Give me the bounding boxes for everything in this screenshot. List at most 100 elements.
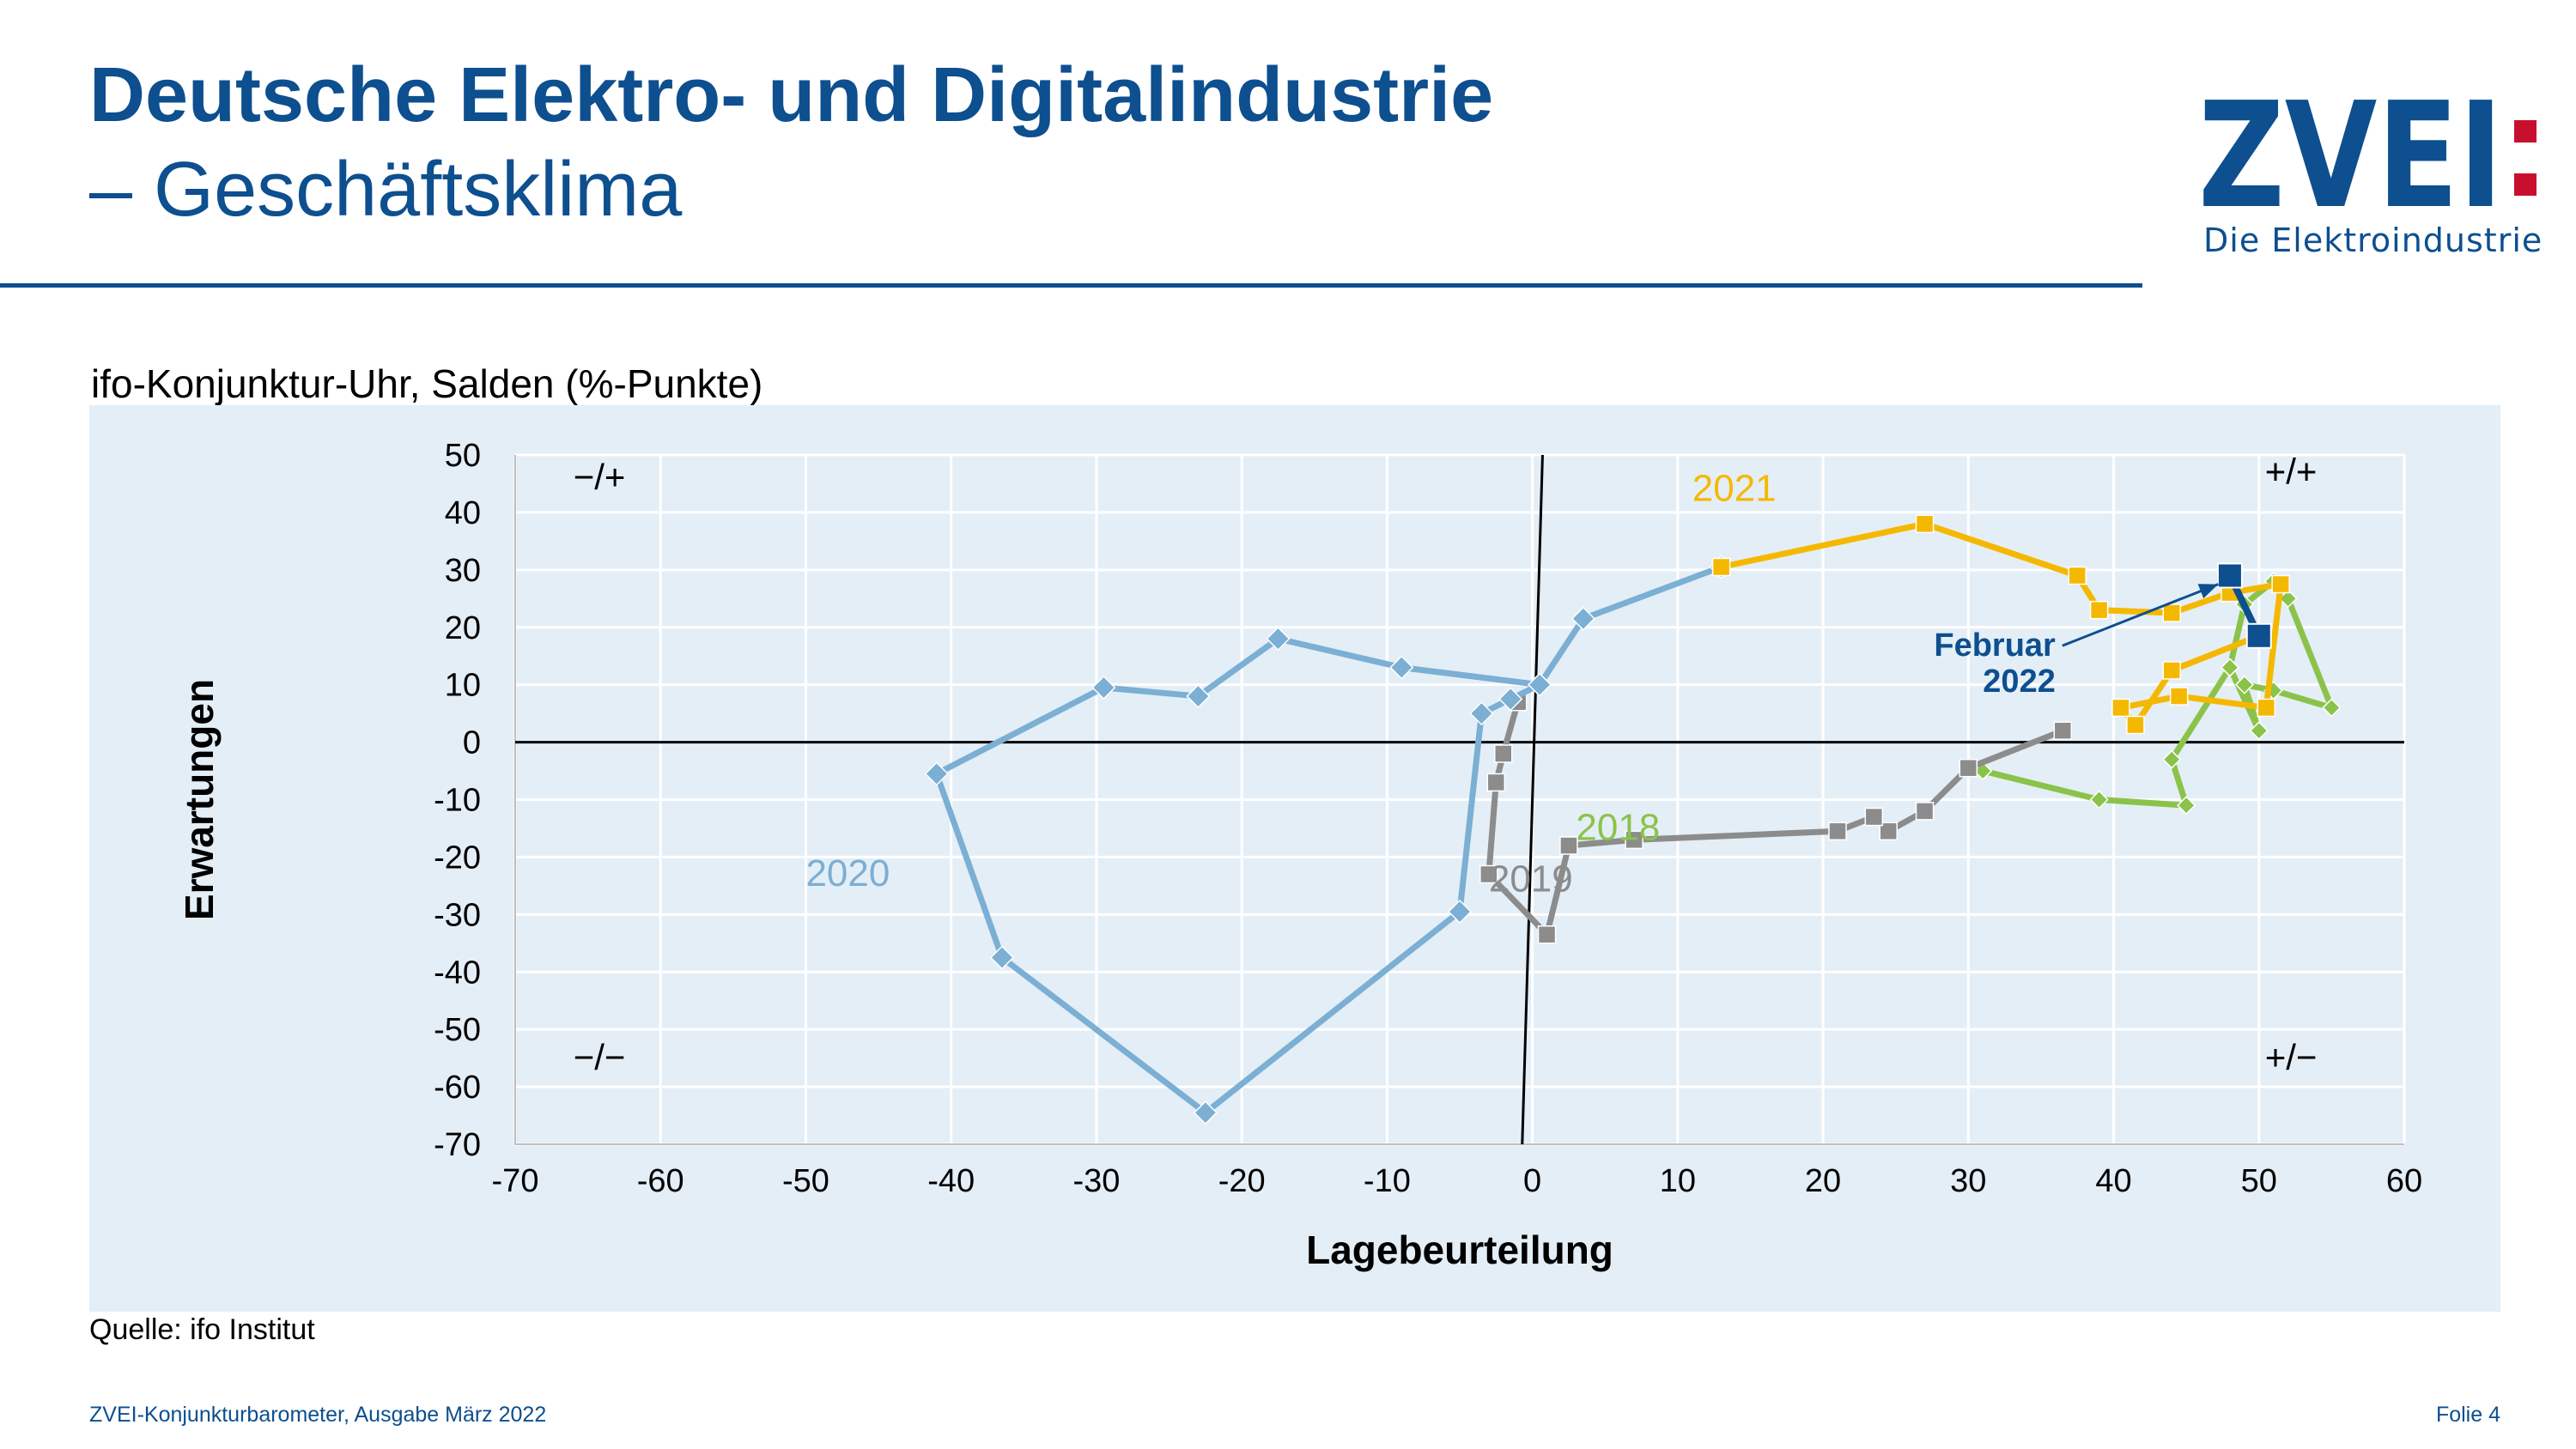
data-point-2020 [989,945,1014,970]
data-point-2019 [1537,925,1557,944]
x-tick-label: 40 [2095,1163,2131,1199]
quadrant-label: +/− [2265,1037,2318,1077]
series-label-2020: 2020 [805,852,890,894]
header-divider [0,283,2142,288]
y-tick-label: 10 [445,668,481,704]
logo-tagline: Die Elektroindustrie [2203,221,2543,259]
data-point-2021 [1915,514,1935,534]
data-point-2021 [1711,557,1731,577]
x-tick-label: -60 [637,1163,684,1199]
chart-series [924,514,2342,1125]
data-point-2019 [1479,864,1498,884]
data-point-2021 [2111,698,2130,718]
data-point-2018 [2162,749,2182,769]
x-axis-title: Lagebeurteilung [1306,1228,1613,1272]
series-label-2018: 2018 [1576,806,1660,848]
data-point-2021 [2169,687,2189,706]
page-title: Deutsche Elektro- und Digitalindustrie [89,52,1494,138]
chart-heading: ifo-Konjunktur-Uhr, Salden (%-Punkte) [91,361,763,406]
annotation-line1: Februar [1934,627,2056,664]
data-point-2019 [1879,822,1898,841]
zvei-logo: ZVEI [2198,77,2537,241]
data-point-2018 [2220,658,2239,677]
data-point-2021 [2126,715,2145,735]
data-point-2020 [1389,655,1414,680]
data-point-2020 [1498,687,1523,712]
data-point-2019 [2053,721,2073,740]
data-point-2020 [1193,1100,1218,1125]
logo-dot-bottom [2514,173,2537,196]
data-point-2018 [2089,790,2109,809]
zero-axis-vertical [1521,454,1544,1145]
page-subtitle: – Geschäftsklima [89,147,683,233]
data-point-2018 [2322,698,2342,718]
annotation-arrowhead [2197,584,2219,599]
source-note: Quelle: ifo Institut [89,1313,315,1346]
data-point-2021 [2068,566,2087,585]
y-tick-label: 30 [445,553,481,589]
y-tick-label: 50 [445,438,481,474]
x-tick-label: -20 [1218,1163,1266,1199]
data-point-2018 [2177,796,2196,815]
x-tick-label: -50 [782,1163,829,1199]
quadrant-label: −/+ [574,457,626,497]
y-tick-label: -70 [434,1127,481,1163]
y-tick-label: -60 [434,1070,481,1106]
x-tick-label: 0 [1523,1163,1541,1199]
x-tick-label: 60 [2386,1163,2422,1199]
x-tick-label: -70 [492,1163,539,1199]
data-point-2020 [924,761,949,786]
annotation-arrow [2062,583,2219,647]
data-point-2018 [2249,721,2269,741]
y-tick-label: 0 [463,725,481,761]
footer-publication: ZVEI-Konjunkturbarometer, Ausgabe März 2… [89,1403,547,1427]
data-point-2018 [2234,675,2254,694]
series-label-2019: 2019 [1489,858,1573,900]
data-point-2021 [2162,603,2181,622]
data-point-2019 [1828,822,1847,841]
data-point-2022 [2245,622,2272,649]
data-point-2019 [1864,807,1884,827]
series-label-2021: 2021 [1692,468,1777,510]
logo-wordmark: ZVEI [2198,77,2503,241]
data-point-2020 [1571,606,1595,631]
data-point-2020 [1469,701,1494,726]
data-point-2019 [1625,830,1643,850]
data-point-2020 [1186,683,1211,709]
footer-slide-number: Folie 4 [2435,1403,2500,1427]
data-point-2019 [1915,802,1935,821]
x-tick-label: -10 [1364,1163,1411,1199]
x-tick-label: 20 [1805,1163,1841,1199]
data-point-2019 [1494,744,1513,763]
y-axis-title: Erwartungen [177,679,222,920]
data-point-2022 [2216,562,2243,589]
logo-dot-top [2514,120,2537,142]
data-point-2021 [2257,698,2275,718]
data-point-2020 [1266,627,1291,652]
chart-axes: -70 -60 -50 -40 -30 -20 -10 0 10 20 30 40 50 60 -70 -60… [177,438,2422,1272]
y-tick-label: -40 [434,955,481,991]
data-point-2019 [1959,758,1978,778]
data-point-2019 [1486,773,1506,792]
data-point-2021 [2162,661,2181,680]
quadrant-label: −/− [574,1037,626,1077]
data-point-2020 [1528,672,1552,697]
x-tick-label: 50 [2241,1163,2277,1199]
y-tick-label: -10 [434,783,481,819]
data-point-2020 [1447,899,1473,925]
x-tick-label: 30 [1950,1163,1986,1199]
y-tick-label: 20 [445,610,481,646]
x-tick-label: -40 [927,1163,975,1199]
y-tick-label: 40 [445,495,481,531]
annotation-line2: 2022 [1983,664,2056,700]
data-point-2019 [1559,836,1578,855]
data-point-2021 [2271,574,2290,594]
x-tick-label: 10 [1660,1163,1696,1199]
x-tick-label: -30 [1072,1163,1120,1199]
quadrant-label: +/+ [2265,451,2318,491]
y-tick-label: -50 [434,1012,481,1048]
data-point-2021 [2089,600,2109,620]
y-tick-label: -30 [434,897,481,933]
